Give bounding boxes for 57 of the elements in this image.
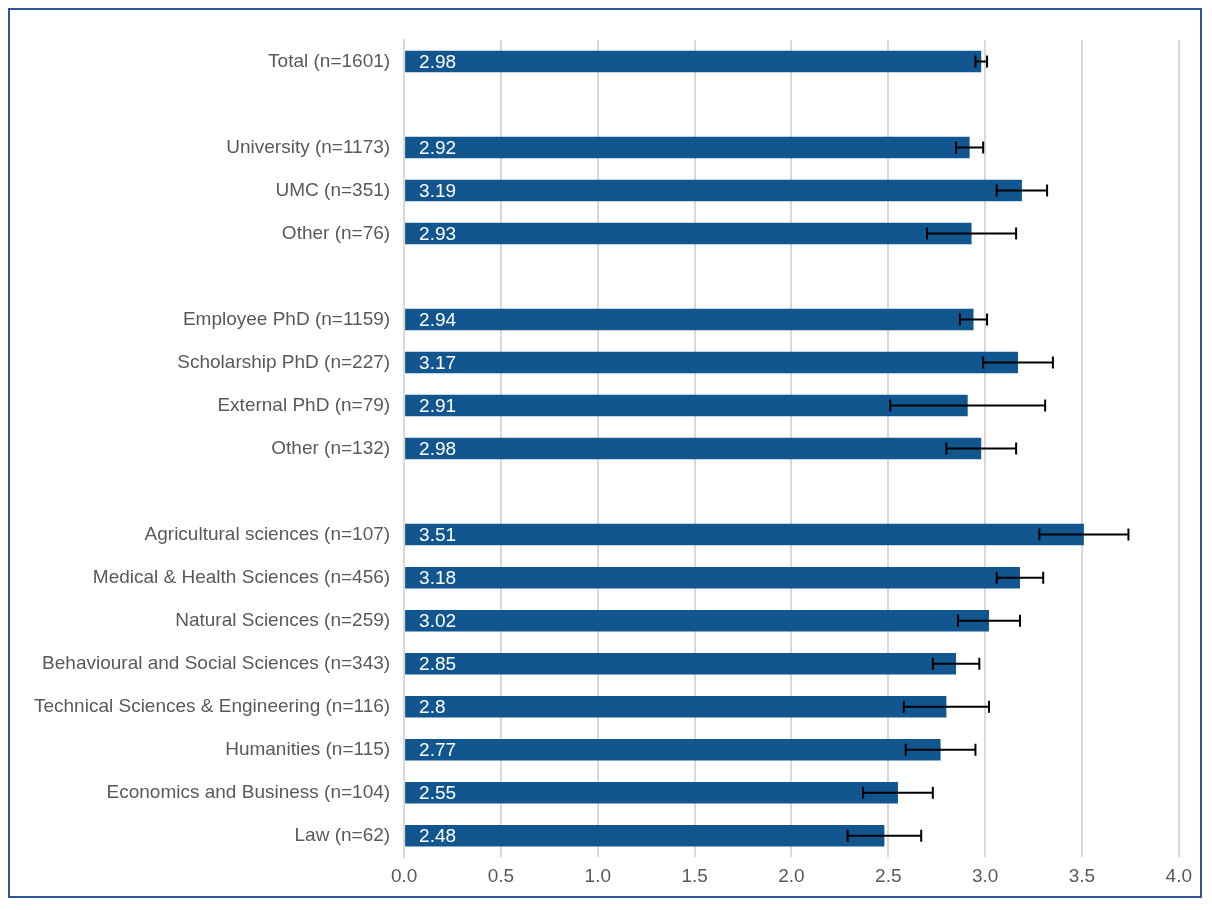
bar [405, 394, 968, 417]
y-tick-label: UMC (n=351) [275, 178, 391, 200]
bar [405, 351, 1019, 374]
data-label: 2.93 [419, 222, 457, 244]
x-tick-label: 2.0 [778, 864, 805, 886]
y-tick-label: Agricultural sciences (n=107) [144, 522, 391, 544]
bar [405, 136, 970, 159]
bar [405, 738, 941, 761]
y-tick-label: Behavioural and Social Sciences (n=343) [42, 651, 391, 673]
data-label: 3.19 [419, 179, 457, 201]
x-tick-label: 3.5 [1068, 864, 1096, 886]
bar [405, 222, 972, 245]
x-tick-label: 3.0 [971, 864, 999, 886]
data-label: 2.98 [419, 437, 457, 459]
y-tick-label: Employee PhD (n=1159) [182, 307, 391, 329]
bar [405, 695, 947, 718]
x-tick-label: 0.5 [487, 864, 515, 886]
y-tick-label: External PhD (n=79) [217, 393, 391, 415]
bar [405, 824, 885, 847]
y-tick-label: Economics and Business (n=104) [106, 780, 391, 802]
y-tick-label: University (n=1173) [226, 135, 391, 157]
y-tick-label: Scholarship PhD (n=227) [177, 350, 391, 372]
y-tick-label: Total (n=1601) [268, 49, 391, 71]
data-label: 3.51 [419, 523, 457, 545]
bar [405, 50, 982, 73]
y-tick-label: Humanities (n=115) [225, 737, 391, 759]
x-tick-label: 2.5 [875, 864, 902, 886]
y-tick-label: Medical & Health Sciences (n=456) [92, 565, 391, 587]
data-label: 2.55 [419, 781, 457, 803]
bar [405, 179, 1022, 202]
data-label: 2.48 [419, 824, 457, 846]
bar [405, 523, 1084, 546]
data-label: 3.02 [419, 609, 457, 631]
y-tick-label: Other (n=132) [271, 436, 391, 458]
y-tick-label: Technical Sciences & Engineering (n=116) [33, 694, 391, 716]
data-label: 2.92 [419, 136, 457, 158]
x-tick-label: 1.0 [584, 864, 611, 886]
data-label: 3.17 [419, 351, 457, 373]
bar [405, 652, 957, 675]
data-label: 2.91 [419, 394, 457, 416]
y-tick-label: Natural Sciences (n=259) [175, 608, 391, 630]
bar [405, 437, 982, 460]
bar [405, 566, 1020, 589]
x-tick-label: 0.0 [390, 864, 418, 886]
data-label: 2.77 [419, 738, 457, 760]
bar [405, 781, 898, 804]
y-tick-label: Other (n=76) [281, 221, 391, 243]
x-tick-label: 4.0 [1165, 864, 1192, 886]
y-tick-label: Law (n=62) [294, 823, 391, 845]
data-label: 2.85 [419, 652, 457, 674]
data-label: 2.98 [419, 50, 457, 72]
bar [405, 609, 989, 632]
data-label: 2.8 [419, 695, 446, 717]
data-label: 2.94 [419, 308, 457, 330]
x-tick-label: 1.5 [681, 864, 708, 886]
data-label: 3.18 [419, 566, 457, 588]
bar [405, 308, 974, 331]
